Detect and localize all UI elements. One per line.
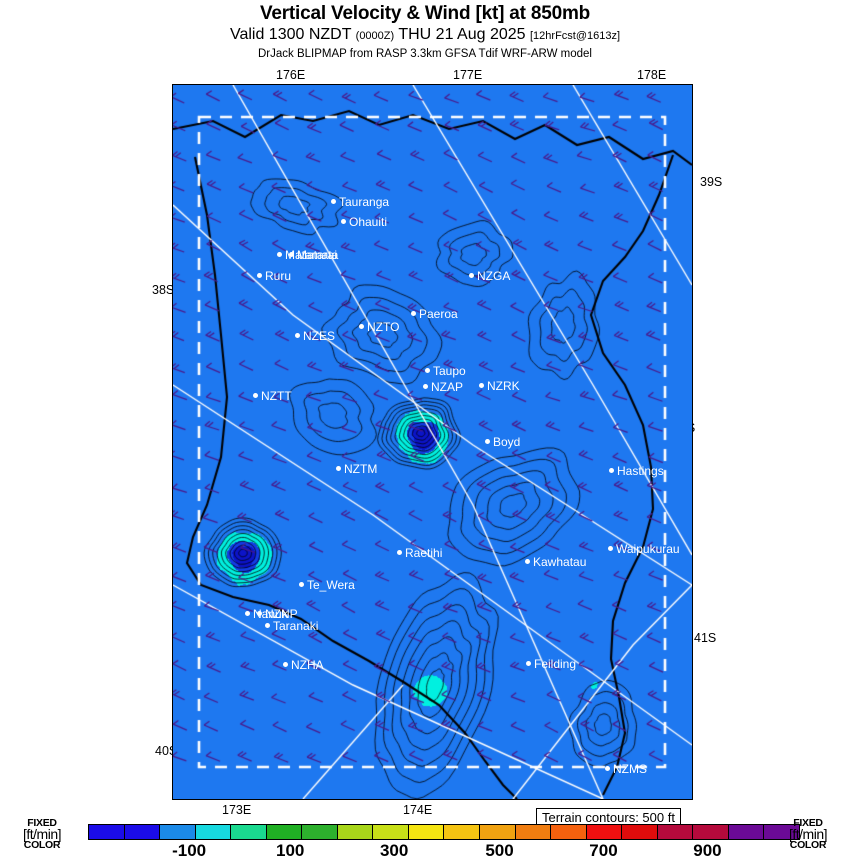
valid-date: THU 21 Aug 2025 [398, 26, 526, 43]
graticule-label: 40S [155, 744, 178, 758]
colorbar-tick: 900 [693, 841, 722, 860]
graticule-label: 41S [694, 631, 717, 645]
colorbar-segment [89, 825, 125, 839]
colorbar-tick: 100 [276, 841, 305, 860]
chart-header: Vertical Velocity & Wind [kt] at 850mb V… [0, 0, 850, 61]
colorbar-units-right: FIXED [ft/min] COLOR [768, 818, 848, 851]
colorbar-segment [302, 825, 338, 839]
colorbar-fixed-label-left: FIXED [27, 817, 57, 829]
colorbar-segment [195, 825, 232, 839]
forecast-tag: [12hrFcst@1613z] [530, 30, 621, 42]
colorbar-segment [551, 825, 587, 839]
colorbar-segment [337, 825, 374, 839]
colorbar-segment [408, 825, 445, 839]
vertical-velocity-raster [173, 85, 692, 799]
colorbar-segment [160, 825, 196, 839]
colorbar-segment [728, 825, 765, 839]
colorbar-segment [480, 825, 516, 839]
colorbar-segment [622, 825, 658, 839]
graticule-label: 173E [222, 803, 252, 817]
graticule-label: 174E [403, 803, 433, 817]
colorbar-segment [657, 825, 694, 839]
colorbar-segment [231, 825, 267, 839]
colorbar[interactable] [88, 824, 800, 840]
colorbar-units-left: FIXED [ft/min] COLOR [2, 818, 82, 851]
colorbar-units-label-left: [ft/min] [22, 826, 62, 842]
colorbar-units-label-right: [ft/min] [788, 826, 828, 842]
terrain-contour-legend: Terrain contours: 500 ft [536, 808, 681, 828]
colorbar-tick: -100 [172, 841, 207, 860]
colorbar-segment [515, 825, 552, 839]
map-panel[interactable]: Tauranga Ohauiti Matamata Matarai Ruru NZGA Pa… [172, 84, 693, 800]
colorbar-segment [124, 825, 161, 839]
model-source-line: DrJack BLIPMAP from RASP 3.3km GFSA Tdif… [257, 48, 592, 60]
colorbar-color-label-left: COLOR [23, 839, 61, 851]
colorbar-segment [444, 825, 481, 839]
graticule-label: 39S [700, 175, 723, 189]
colorbar-color-label-right: COLOR [789, 839, 827, 851]
colorbar-tick-labels: -100 100 300 500 700 900 [88, 841, 800, 861]
page-title: Vertical Velocity & Wind [kt] at 850mb [259, 3, 591, 24]
colorbar-tick: 500 [485, 841, 514, 860]
graticule-label: 178E [637, 68, 667, 82]
colorbar-segment [586, 825, 623, 839]
graticule-label: 38S [152, 283, 175, 297]
valid-time-line: Valid 1300 NZDT (0000Z) THU 21 Aug 2025 … [0, 25, 850, 46]
colorbar-segment [693, 825, 729, 839]
colorbar-tick: 700 [589, 841, 618, 860]
colorbar-segment [764, 825, 799, 839]
colorbar-fixed-label-right: FIXED [793, 817, 823, 829]
graticule-label: 176E [276, 68, 306, 82]
valid-zulu: (0000Z) [355, 30, 395, 42]
valid-prefix: Valid 1300 NZDT [229, 26, 352, 43]
graticule-label: 177E [453, 68, 483, 82]
colorbar-tick: 300 [379, 841, 409, 860]
colorbar-segment [266, 825, 303, 839]
colorbar-segment [373, 825, 409, 839]
